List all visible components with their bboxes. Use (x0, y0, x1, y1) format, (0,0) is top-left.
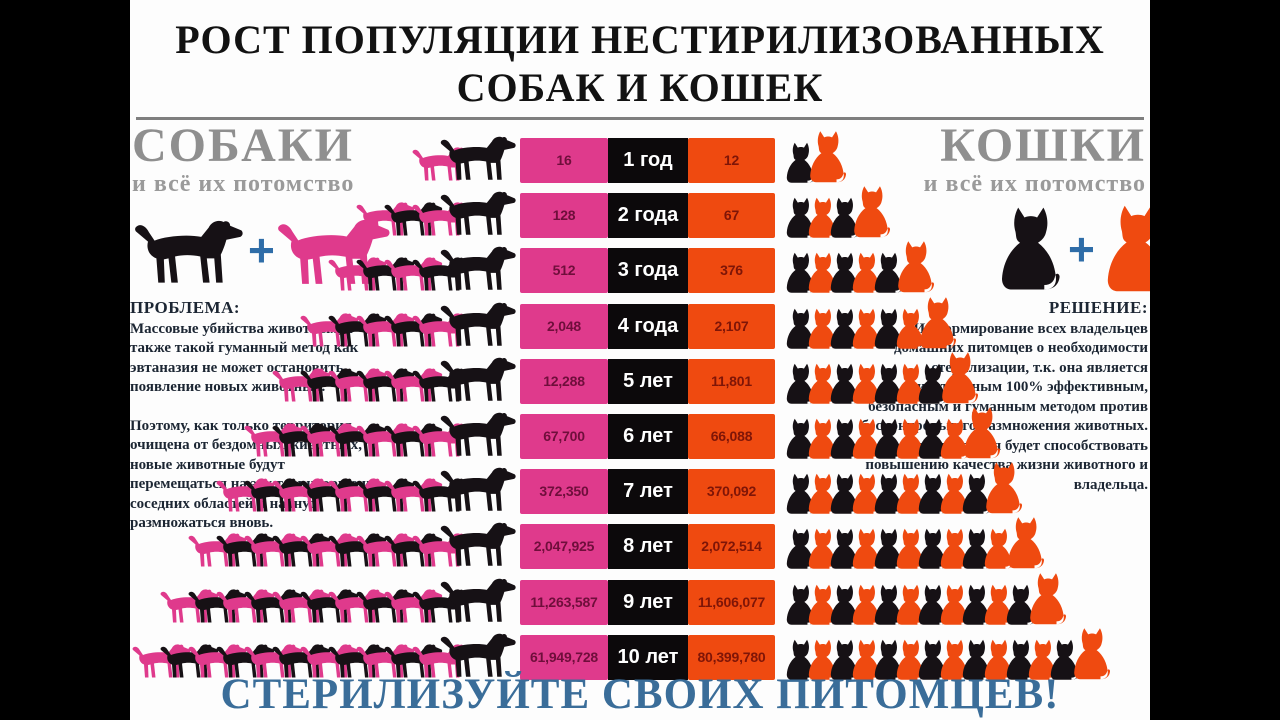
dog-breeding-pair: + (134, 208, 393, 292)
table-row: 512 3 года 376 (520, 248, 775, 294)
dog-count-cell: 2,047,925 (520, 524, 608, 570)
dogs-subheading-text: и всё их потомство (132, 171, 355, 197)
table-row: 67,700 6 лет 66,088 (520, 414, 775, 459)
cat-count-cell: 80,399,780 (688, 634, 775, 680)
year-cell: 4 года (608, 303, 688, 349)
cat-icon (936, 350, 982, 406)
dog-pictogram-row (130, 571, 518, 627)
year-cell: 9 лет (608, 579, 688, 625)
table-row: 2,048 4 года 2,107 (520, 303, 775, 349)
problem-paragraph-1: Массовые убийства животных, а также тако… (130, 320, 359, 396)
dog-icon (440, 350, 518, 406)
cat-pictogram-row (782, 184, 894, 240)
dogs-heading-text: СОБАКИ (132, 119, 354, 172)
cats-subheading-text: и всё их потомство (923, 171, 1146, 197)
problem-title: ПРОБЛЕМА: (130, 298, 241, 317)
dog-count-cell: 67,700 (520, 414, 608, 459)
cat-pictogram-row (782, 295, 960, 351)
cat-pictogram-row (782, 239, 938, 295)
year-cell: 10 лет (608, 634, 688, 680)
year-cell: 3 года (608, 248, 688, 294)
table-row: 11,263,587 9 лет 11,606,077 (520, 579, 775, 625)
dog-pictogram-row (130, 239, 518, 295)
cats-heading-text: КОШКИ (940, 119, 1146, 172)
dogs-section-heading: СОБАКИ и всё их потомство (132, 122, 354, 198)
cat-count-cell: 11,606,077 (688, 579, 775, 625)
dog-count-cell: 61,949,728 (520, 634, 608, 680)
title-line-2: СОБАК И КОШЕК (456, 65, 824, 110)
dog-icon (440, 295, 518, 351)
cat-count-cell: 67 (688, 193, 775, 239)
dog-pictogram-row (130, 350, 518, 406)
dog-count-cell: 11,263,587 (520, 579, 608, 625)
cat-pictogram-row (782, 460, 1026, 516)
dog-pictogram-row (130, 405, 518, 461)
cat-icon (848, 184, 894, 240)
cat-icon (980, 460, 1026, 516)
dog-pictogram-row (130, 295, 518, 351)
solution-title: РЕШЕНИЕ: (1048, 298, 1148, 317)
table-row: 2,047,925 8 лет 2,072,514 (520, 524, 775, 570)
dog-count-cell: 2,048 (520, 303, 608, 349)
dog-icon (440, 239, 518, 295)
plus-icon: + (248, 224, 275, 276)
cat-icon (958, 405, 1004, 461)
year-cell: 2 года (608, 193, 688, 239)
table-row: 16 1 год 12 (520, 138, 775, 183)
cat-count-cell: 376 (688, 248, 775, 294)
year-cell: 1 год (608, 138, 688, 183)
cat-icon (1002, 515, 1048, 571)
year-cell: 6 лет (608, 414, 688, 459)
dog-icon (440, 571, 518, 627)
table-row: 372,350 7 лет 370,092 (520, 469, 775, 515)
dog-icon (440, 515, 518, 571)
cat-icon (914, 295, 960, 351)
table-row: 128 2 года 67 (520, 193, 775, 239)
cat-pictogram-row (782, 129, 850, 185)
table-row: 12,288 5 лет 11,801 (520, 358, 775, 404)
dog-count-cell: 12,288 (520, 358, 608, 404)
plus-icon: + (1068, 223, 1095, 275)
dog-pictogram-row (130, 184, 518, 240)
dog-pictogram-row (130, 515, 518, 571)
dog-count-cell: 512 (520, 248, 608, 294)
cat-count-cell: 12 (688, 138, 775, 183)
cat-icon (1024, 571, 1070, 627)
dog-count-cell: 372,350 (520, 469, 608, 515)
infographic-canvas: РОСТ ПОПУЛЯЦИИ НЕСТИРИЛИЗОВАННЫХ СОБАК И… (130, 0, 1150, 720)
cat-icon (892, 239, 938, 295)
dog-pictogram-row (130, 460, 518, 516)
black-cat-icon (992, 204, 1066, 294)
cat-count-cell: 11,801 (688, 358, 775, 404)
dog-count-cell: 128 (520, 193, 608, 239)
cat-count-cell: 370,092 (688, 469, 775, 515)
cat-pictogram-row (782, 571, 1070, 627)
cats-section-heading: КОШКИ и всё их потомство (924, 122, 1146, 198)
cat-count-cell: 66,088 (688, 414, 775, 459)
title-divider (136, 117, 1144, 120)
table-row: 61,949,728 10 лет 80,399,780 (520, 634, 775, 680)
dog-icon (440, 184, 518, 240)
dog-icon (440, 129, 518, 185)
dog-pictogram-row (130, 129, 518, 185)
year-cell: 7 лет (608, 469, 688, 515)
dog-count-cell: 16 (520, 138, 608, 183)
title-line-1: РОСТ ПОПУЛЯЦИИ НЕСТИРИЛИЗОВАННЫХ (175, 17, 1105, 62)
problem-text-block: ПРОБЛЕМА: Массовые убийства животных, а … (130, 298, 382, 553)
cat-breeding-pair: + (992, 202, 1150, 296)
footer-slogan: СТЕРИЛИЗУЙТЕ СВОИХ ПИТОМЦЕВ! (220, 671, 1060, 718)
cat-count-cell: 2,107 (688, 303, 775, 349)
cat-pictogram-row (782, 350, 982, 406)
year-cell: 5 лет (608, 358, 688, 404)
cat-icon (804, 129, 850, 185)
cat-pictogram-row (782, 515, 1048, 571)
cat-count-cell: 2,072,514 (688, 524, 775, 570)
cat-pictogram-row (782, 405, 1004, 461)
dog-icon (440, 405, 518, 461)
orange-cat-icon (1097, 202, 1150, 296)
dog-icon (440, 460, 518, 516)
year-cell: 8 лет (608, 524, 688, 570)
page-title: РОСТ ПОПУЛЯЦИИ НЕСТИРИЛИЗОВАННЫХ СОБАК И… (130, 16, 1150, 112)
